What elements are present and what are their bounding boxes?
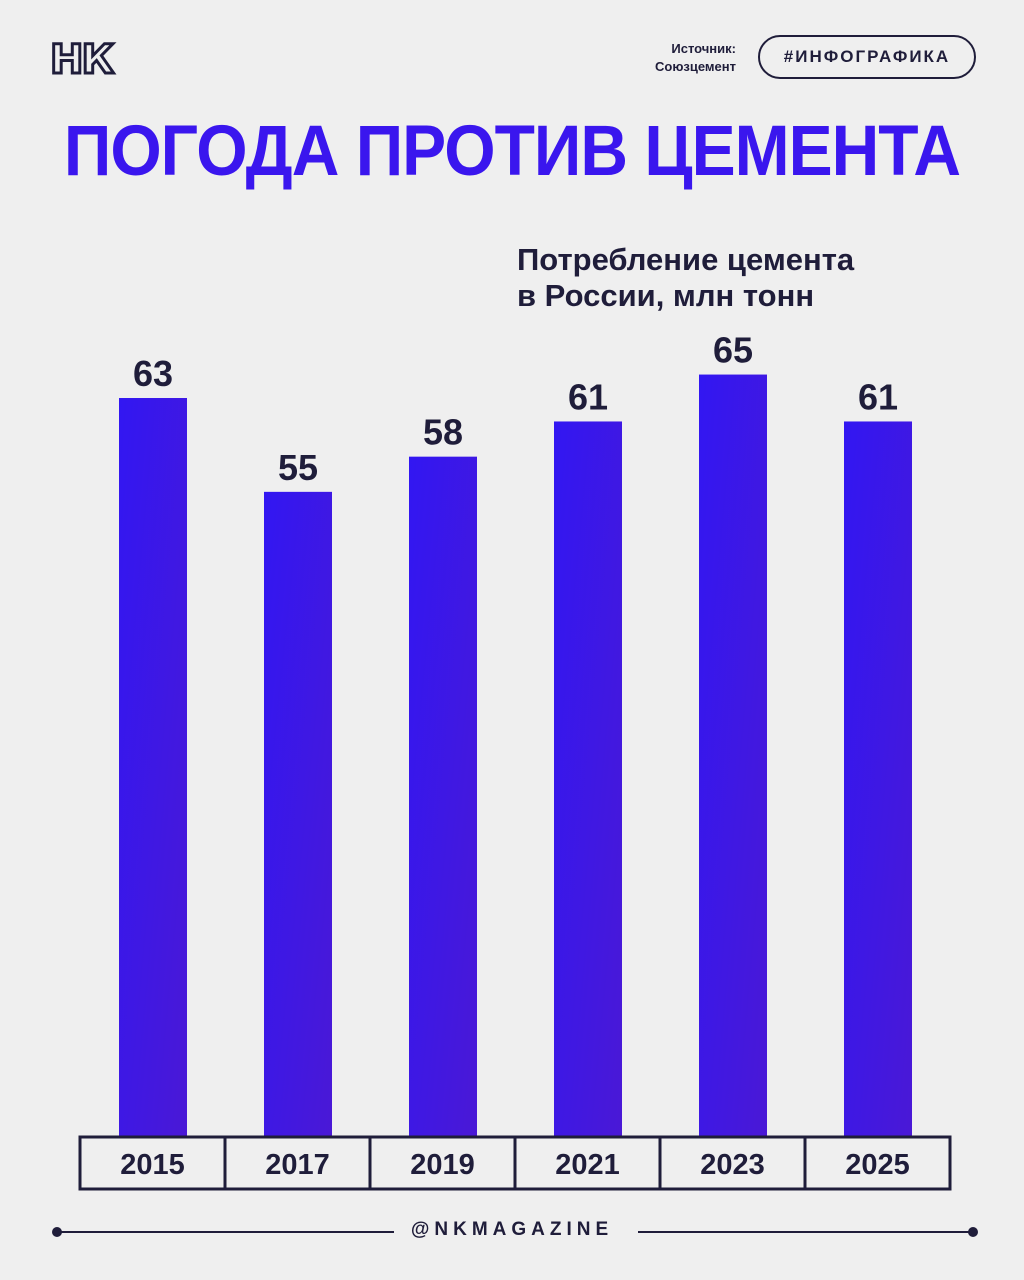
x-tick-label-2025: 2025: [845, 1149, 910, 1181]
footer-line-right: [638, 1231, 972, 1233]
x-tick-label-2023: 2023: [700, 1149, 765, 1181]
page-title: ПОГОДА ПРОТИВ ЦЕМЕНТА: [63, 110, 961, 190]
data-label-2019: 58: [423, 412, 463, 453]
footer-line-left: [57, 1231, 394, 1233]
bar-2021: [554, 421, 622, 1138]
x-tick-label-2019: 2019: [410, 1149, 475, 1181]
footer-dot-right: [968, 1227, 978, 1237]
bar-2017: [264, 491, 332, 1138]
x-tick-label-2021: 2021: [555, 1149, 620, 1181]
footer-handle: @NKMAGAZINE: [410, 1219, 614, 1240]
bar-2015: [119, 398, 187, 1137]
subtitle-line-1: Потребление цемента: [517, 242, 855, 277]
data-label-2025: 61: [858, 376, 898, 417]
subtitle-line-2: в России, млн тонн: [517, 278, 815, 313]
data-label-2023: 65: [713, 330, 753, 371]
source-note: Источник: Союзцемент: [655, 40, 736, 76]
bar-2025: [844, 421, 912, 1138]
bar-2023: [699, 374, 767, 1137]
data-label-2021: 61: [568, 376, 608, 417]
source-label: Источник:: [671, 41, 736, 56]
logo: НК: [48, 37, 115, 83]
source-name: Союзцемент: [654, 59, 736, 74]
infographic-tag: #ИНФОГРАФИКА: [758, 35, 976, 79]
x-tick-label-2017: 2017: [265, 1149, 330, 1181]
chart-subtitle: Потребление цемента в России, млн тонн: [517, 242, 854, 314]
data-label-2015: 63: [133, 353, 173, 394]
bar-2019: [409, 456, 477, 1137]
data-label-2017: 55: [278, 447, 318, 488]
x-tick-label-2015: 2015: [120, 1149, 185, 1181]
